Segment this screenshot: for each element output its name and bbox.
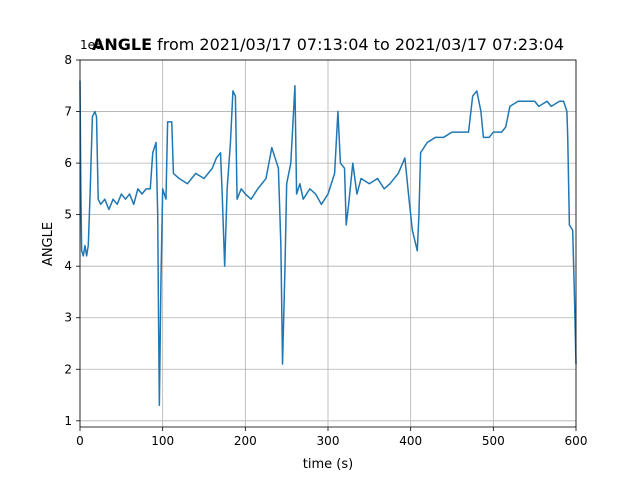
y-tick-label: 4 [64,259,72,273]
axes-frame [79,59,577,428]
y-tick-label: 6 [64,156,72,170]
y-tick-label: 3 [64,311,72,325]
x-tick-label: 600 [565,434,588,448]
offset-label: 1e8 [80,38,103,52]
x-tick-label: 300 [317,434,340,448]
x-tick-label: 500 [482,434,505,448]
y-tick-label: 2 [64,362,72,376]
chart-title: ANGLE from 2021/03/17 07:13:04 to 2021/0… [92,35,564,54]
x-axis-label: time (s) [303,457,353,472]
y-tick-label: 8 [64,53,72,67]
y-tick-label: 5 [64,208,72,222]
y-tick-label: 7 [64,105,72,119]
y-axis-label: ANGLE [41,222,56,266]
x-tick-label: 100 [151,434,174,448]
title-bold: ANGLE [92,35,152,54]
x-tick-label: 400 [399,434,422,448]
y-tick-label: 1 [64,414,72,428]
x-tick-label: 0 [76,434,84,448]
data-line [79,80,577,407]
x-tick-label: 200 [234,434,257,448]
title-rest: from 2021/03/17 07:13:04 to 2021/03/17 0… [157,35,564,54]
